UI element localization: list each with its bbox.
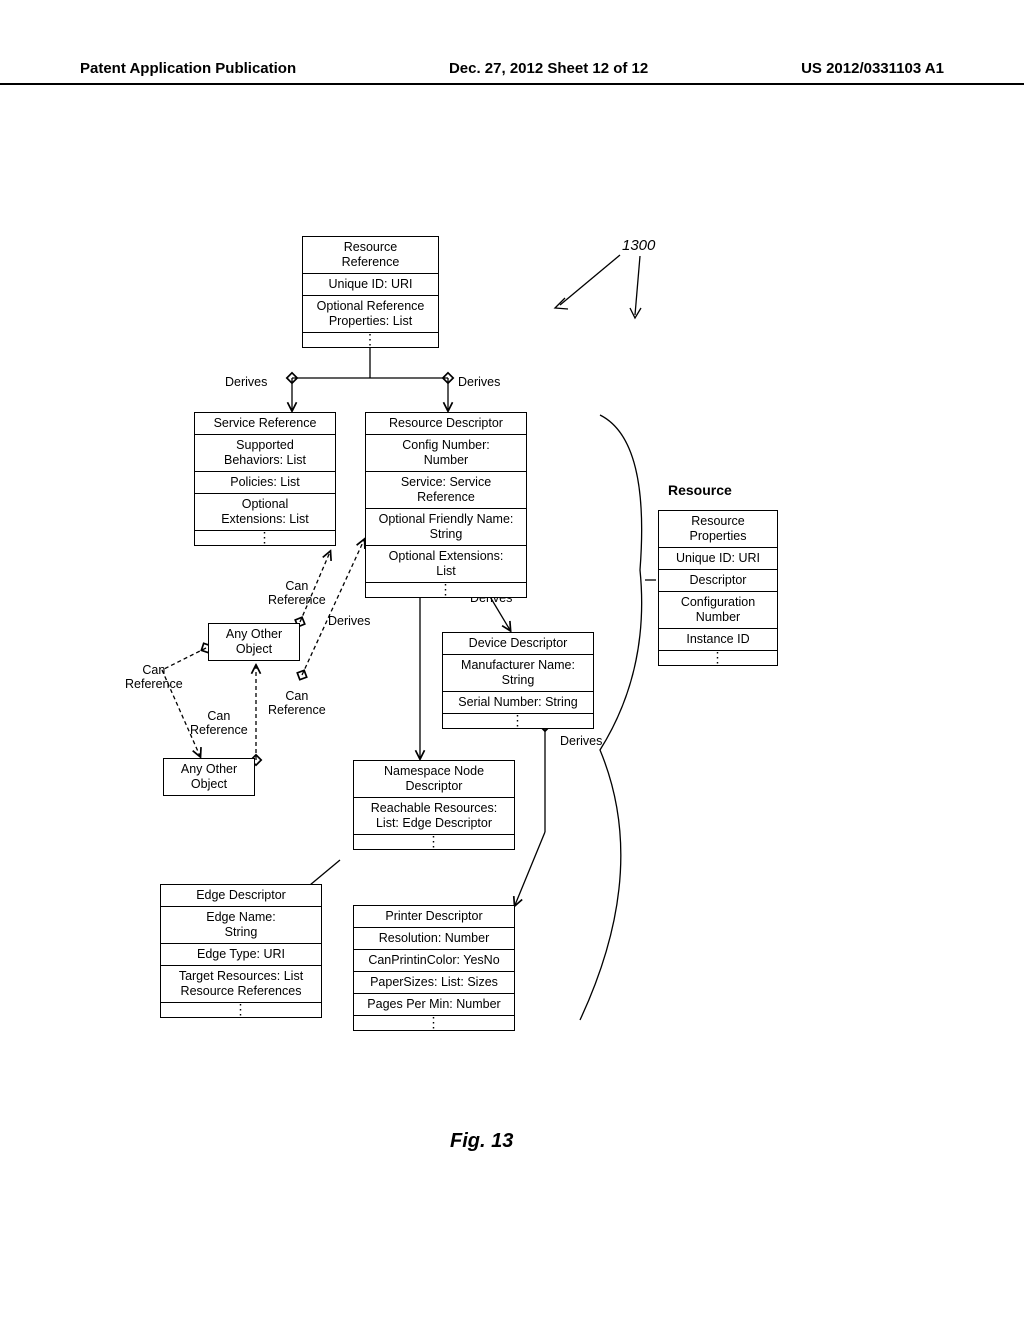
label-can-ref-4: Can Reference <box>268 690 326 718</box>
label-derives-right: Derives <box>458 376 500 390</box>
label-resource: Resource <box>668 483 732 498</box>
box-namespace-node: Namespace Node Descriptor Reachable Reso… <box>353 760 515 850</box>
box-resource-properties: Resource Properties Unique ID: URI Descr… <box>658 510 778 666</box>
label-derives-left: Derives <box>225 376 267 390</box>
label-can-ref-3: Can Reference <box>190 710 248 738</box>
box-any-other-2: Any Other Object <box>163 758 255 796</box>
diagram-fig-13: 1300 Derives Derives Derives Derives Der… <box>0 110 1024 1210</box>
box-printer-descriptor: Printer Descriptor Resolution: Number Ca… <box>353 905 515 1031</box>
label-can-ref-2: Can Reference <box>125 664 183 692</box>
box-device-descriptor: Device Descriptor Manufacturer Name: Str… <box>442 632 594 729</box>
box-resource-descriptor: Resource Descriptor Config Number: Numbe… <box>365 412 527 598</box>
box-edge-descriptor: Edge Descriptor Edge Name: String Edge T… <box>160 884 322 1018</box>
header-left: Patent Application Publication <box>80 60 296 77</box>
figure-label: Fig. 13 <box>450 1130 513 1153</box>
box-any-other-1: Any Other Object <box>208 623 300 661</box>
ref-number-1300: 1300 <box>622 238 655 255</box>
header-middle: Dec. 27, 2012 Sheet 12 of 12 <box>449 60 648 77</box>
label-derives-mid: Derives <box>328 615 370 629</box>
patent-header: Patent Application Publication Dec. 27, … <box>0 60 1024 85</box>
box-resource-reference: Resource Reference Unique ID: URI Option… <box>302 236 439 348</box>
header-right: US 2012/0331103 A1 <box>801 60 944 77</box>
box-service-reference: Service Reference Supported Behaviors: L… <box>194 412 336 546</box>
label-derives-pd: Derives <box>560 735 602 749</box>
label-can-ref-1: Can Reference <box>268 580 326 608</box>
